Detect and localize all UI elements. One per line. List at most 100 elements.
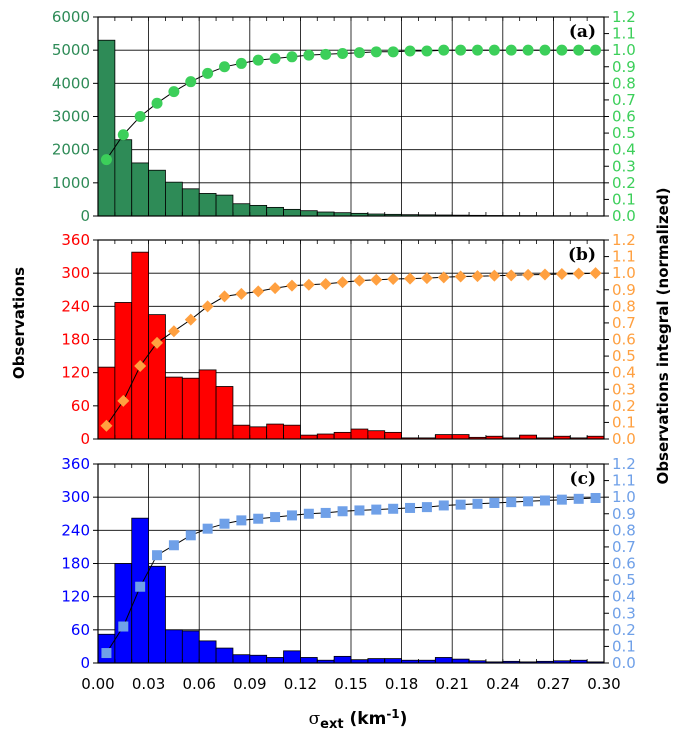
y-tick-label-right: 0.6 [612, 555, 636, 573]
y-tick-label-left: 60 [71, 621, 90, 639]
x-tick-label: 0.00 [81, 675, 114, 693]
x-axis-title-close: ) [400, 709, 408, 729]
integral-point [203, 524, 213, 534]
y-tick-label-left: 0 [80, 207, 90, 225]
integral-point [473, 499, 483, 509]
integral-point [489, 498, 499, 508]
integral-point [219, 290, 231, 302]
integral-point [489, 45, 500, 56]
y-tick-label-right: 0.8 [612, 74, 636, 92]
integral-point [286, 280, 298, 292]
y-tick-label-right: 1.2 [612, 231, 636, 249]
y-tick-label-right: 0.0 [612, 654, 636, 672]
integral-point [338, 506, 348, 516]
y-tick-label-right: 0.0 [612, 207, 636, 225]
y-tick-label-right: 0.1 [612, 413, 636, 431]
integral-point [320, 278, 332, 290]
integral-point [371, 505, 381, 515]
y-tick-label-left: 360 [61, 231, 90, 249]
integral-point [472, 45, 483, 56]
y-tick-label-left: 3000 [52, 108, 90, 126]
integral-point [556, 45, 567, 56]
integral-point [523, 45, 534, 56]
histogram-bar [334, 432, 351, 439]
y-tick-label-left: 180 [61, 555, 90, 573]
integral-point [557, 495, 567, 505]
histogram-bar [385, 432, 402, 439]
y-tick-label-right: 0.0 [612, 430, 636, 448]
integral-point [455, 45, 466, 56]
integral-point [321, 508, 331, 518]
integral-point [152, 98, 163, 109]
integral-point [270, 512, 280, 522]
integral-point [388, 46, 399, 57]
integral-point [405, 45, 416, 56]
y-tick-label-right: 1.0 [612, 264, 636, 282]
integral-point [506, 45, 517, 56]
panel-1: 0 1000 2000 3000 4000 5000 6000 0.00.10.20.30.4… [52, 8, 636, 225]
histogram-bar [132, 252, 149, 439]
integral-point [219, 61, 230, 72]
integral-point [422, 502, 432, 512]
x-tick-label: 0.06 [182, 675, 215, 693]
integral-point [118, 129, 129, 140]
integral-point [185, 314, 197, 326]
histogram-bar [267, 424, 284, 439]
panel-label: (a) [569, 22, 596, 42]
histogram-bar [284, 209, 301, 216]
integral-point [320, 49, 331, 60]
histogram-bar [182, 631, 199, 663]
integral-point [573, 268, 585, 280]
integral-point [591, 493, 601, 503]
y-tick-label-right: 0.1 [612, 190, 636, 208]
histogram-bar [351, 429, 368, 439]
y-tick-label-right: 1.2 [612, 455, 636, 473]
y-tick-label-left: 300 [61, 488, 90, 506]
histogram-bar [149, 315, 166, 439]
y-tick-label-right: 1.1 [612, 25, 636, 43]
integral-point [236, 58, 247, 69]
histogram-bar [267, 207, 284, 216]
integral-point [202, 68, 213, 79]
panel-label: (b) [568, 245, 596, 265]
histogram-bar [182, 189, 199, 216]
histogram-bar [250, 427, 267, 439]
y-tick-label-left: 180 [61, 331, 90, 349]
histogram-bar [199, 370, 216, 439]
integral-point [456, 500, 466, 510]
integral-point [539, 45, 550, 56]
histogram-bar [300, 657, 317, 663]
integral-point [152, 550, 162, 560]
y-tick-label-right: 0.2 [612, 621, 636, 639]
y-tick-label-right: 1.1 [612, 472, 636, 490]
histogram-bar [385, 659, 402, 663]
integral-point [353, 275, 365, 287]
x-axis-title-exponent: -1 [386, 707, 399, 721]
y-tick-label-left: 240 [61, 297, 90, 315]
integral-point [539, 268, 551, 280]
integral-point [186, 530, 196, 540]
y-tick-label-right: 0.5 [612, 347, 636, 365]
panels: 01000200030004000500060000.00.10.20.30.4… [52, 8, 636, 693]
histogram-bar [98, 40, 115, 216]
x-axis-title: σext (km-1) [309, 707, 408, 732]
integral-point [354, 47, 365, 58]
integral-point [523, 496, 533, 506]
x-tick-label: 0.15 [334, 675, 367, 693]
histogram-bar [233, 204, 250, 216]
histogram-bar [334, 656, 351, 663]
integral-point [135, 582, 145, 592]
y-tick-label-right: 0.8 [612, 521, 636, 539]
histogram-bar [284, 651, 301, 663]
histogram-bar [452, 435, 469, 439]
histogram-bar [317, 434, 334, 439]
integral-point [303, 279, 315, 291]
histogram-bar [216, 386, 233, 439]
integral-point [556, 268, 568, 280]
y-tick-label-right: 0.7 [612, 538, 636, 556]
y-tick-label-left: 2000 [52, 141, 90, 159]
y-tick-label-right: 0.3 [612, 380, 636, 398]
integral-point [505, 269, 517, 281]
histogram-bar [199, 641, 216, 663]
y-tick-label-left: 300 [61, 264, 90, 282]
